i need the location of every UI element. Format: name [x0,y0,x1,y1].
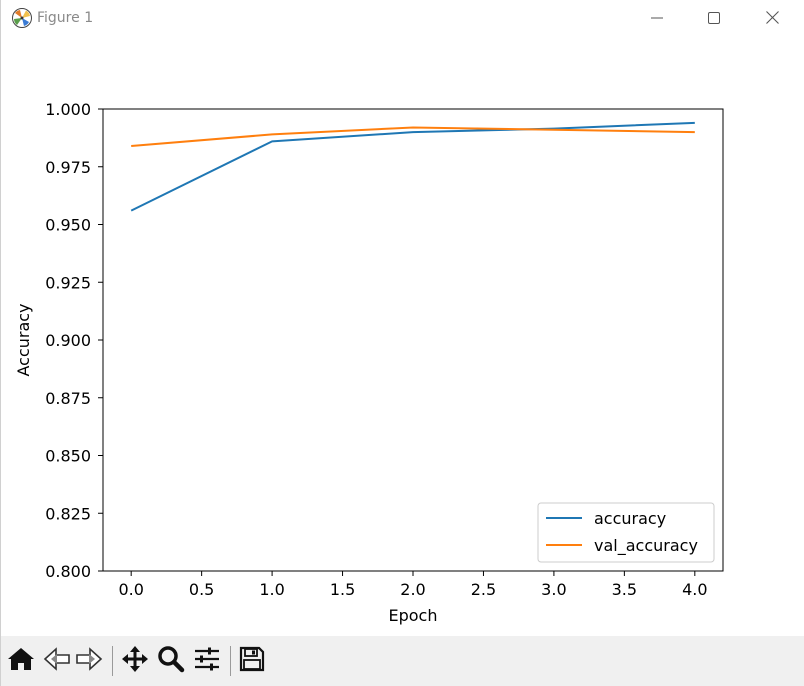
legend-label-val_accuracy: val_accuracy [594,536,698,556]
save-button[interactable] [236,646,268,676]
x-tick-label: 3.0 [541,580,566,599]
minimize-icon [651,9,663,28]
x-tick-label: 1.0 [259,580,284,599]
y-tick-label: 0.875 [45,389,91,408]
x-tick-label: 2.0 [400,580,425,599]
figure-canvas[interactable]: 0.0 0.5 1.0 1.5 2.0 2.5 3.0 3.5 4.0 0.800 0.825 0.8… [1,36,804,636]
close-icon [765,9,779,28]
y-tick-label: 0.925 [45,273,91,292]
x-tick-label: 1.5 [330,580,355,599]
y-tick-label: 0.975 [45,158,91,177]
y-tick-label: 0.900 [45,331,91,350]
pan-icon [120,645,150,677]
x-axis-label: Epoch [389,606,438,625]
series-line-accuracy [130,121,695,212]
home-button[interactable] [5,646,37,676]
title-bar[interactable]: Figure 1 [1,0,804,36]
y-tick-label: 0.950 [45,216,91,235]
save-icon [239,646,265,676]
back-arrow-icon [43,646,71,676]
y-tick-label: 0.850 [45,447,91,466]
maximize-icon [708,9,720,28]
legend-label-accuracy: accuracy [594,509,666,528]
series-line-val_accuracy [131,126,695,147]
minimize-button[interactable] [628,0,686,36]
configure-subplots-icon [193,646,221,676]
maximize-button[interactable] [685,0,743,36]
back-button[interactable] [41,646,73,676]
zoom-button[interactable] [155,646,187,676]
accuracy-plot: 0.0 0.5 1.0 1.5 2.0 2.5 3.0 3.5 4.0 0.800 0.825 0.8… [14,100,724,625]
x-tick-label: 2.5 [471,580,496,599]
home-icon [7,646,35,676]
x-tick-label: 4.0 [682,580,707,599]
matplotlib-icon [11,7,33,29]
y-tick-label: 0.800 [45,562,91,581]
toolbar-separator [112,646,113,676]
window-title: Figure 1 [37,10,94,26]
close-button[interactable] [743,0,801,36]
forward-arrow-icon [75,646,103,676]
axes-frame [102,108,724,572]
navigation-toolbar [1,636,804,686]
forward-button[interactable] [73,646,105,676]
x-tick-label: 0.0 [118,580,143,599]
pan-button[interactable] [119,646,151,676]
y-axis-label: Accuracy [14,303,33,376]
toolbar-separator [230,646,231,676]
x-tick-label: 3.5 [612,580,637,599]
configure-subplots-button[interactable] [191,646,223,676]
y-tick-label: 1.000 [45,100,91,119]
x-tick-label: 0.5 [189,580,214,599]
y-tick-label: 0.825 [45,504,91,523]
zoom-icon [157,645,185,677]
